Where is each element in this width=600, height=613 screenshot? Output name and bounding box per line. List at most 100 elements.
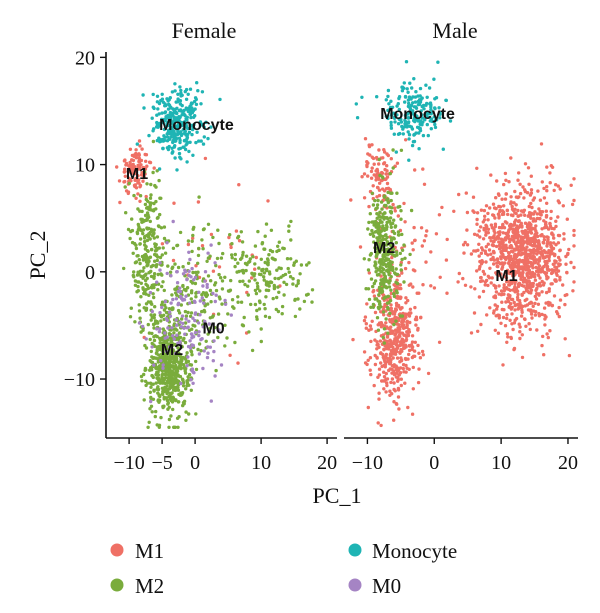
data-point — [277, 290, 281, 294]
data-point — [132, 270, 136, 274]
data-point — [152, 389, 156, 393]
data-point — [159, 303, 164, 307]
data-point — [214, 293, 218, 297]
data-point — [262, 302, 266, 307]
data-point — [504, 231, 508, 236]
data-point — [394, 241, 398, 245]
data-point — [501, 252, 505, 257]
data-point — [153, 321, 157, 326]
data-point — [510, 322, 514, 326]
data-point — [567, 353, 572, 358]
data-point — [484, 233, 488, 237]
data-point — [390, 252, 394, 256]
data-point — [436, 60, 440, 64]
data-point — [517, 298, 522, 303]
data-point — [141, 179, 145, 183]
data-point — [175, 270, 179, 274]
data-point — [510, 297, 515, 302]
data-point — [187, 250, 191, 254]
data-point — [162, 288, 166, 293]
data-point — [262, 271, 267, 275]
data-point — [156, 321, 160, 325]
data-point — [562, 232, 566, 236]
data-point — [388, 105, 393, 110]
data-point — [276, 309, 281, 314]
data-point — [528, 193, 533, 197]
data-point — [521, 185, 525, 189]
data-point — [386, 200, 390, 205]
data-point — [166, 402, 170, 406]
data-point — [142, 170, 147, 174]
data-point — [406, 104, 411, 109]
data-point — [186, 310, 190, 315]
data-point — [250, 348, 255, 353]
data-point — [147, 293, 151, 297]
data-point — [122, 266, 126, 271]
data-point — [191, 233, 195, 238]
data-point — [392, 218, 396, 222]
data-point — [368, 356, 373, 360]
data-point — [400, 257, 404, 262]
data-point — [136, 192, 140, 196]
data-point — [145, 249, 150, 253]
data-point — [170, 90, 175, 94]
data-point — [404, 296, 408, 300]
data-point — [392, 341, 396, 346]
data-point — [526, 166, 531, 170]
data-point — [533, 278, 538, 282]
data-point — [193, 281, 198, 286]
data-point — [407, 348, 412, 353]
data-point — [174, 318, 178, 322]
female-cluster-label-m0: M0 — [202, 321, 224, 338]
data-point — [139, 163, 143, 167]
data-point — [421, 133, 426, 138]
data-point — [145, 238, 150, 243]
data-point — [148, 290, 153, 295]
data-point — [488, 306, 492, 310]
data-point — [407, 133, 412, 137]
data-point — [380, 226, 385, 230]
data-point — [184, 107, 189, 111]
data-point — [499, 250, 503, 254]
data-point — [527, 280, 531, 284]
data-point — [538, 216, 542, 221]
data-point — [528, 286, 532, 290]
data-point — [527, 221, 531, 225]
data-point — [175, 323, 179, 327]
data-point — [542, 281, 546, 285]
data-point — [523, 276, 527, 281]
data-point — [425, 95, 429, 100]
data-point — [159, 415, 163, 420]
data-point — [201, 291, 206, 295]
data-point — [391, 312, 395, 316]
data-point — [486, 211, 490, 216]
data-point — [143, 239, 147, 244]
data-point — [133, 283, 138, 287]
data-point — [379, 290, 384, 295]
data-point — [526, 226, 531, 231]
data-point — [394, 150, 398, 154]
data-point — [536, 266, 541, 270]
data-point — [554, 278, 558, 282]
data-point — [157, 393, 161, 397]
data-point — [516, 265, 520, 269]
data-point — [149, 349, 153, 354]
data-point — [393, 209, 397, 213]
data-point — [214, 288, 219, 293]
data-point — [181, 297, 185, 301]
data-point — [292, 263, 296, 267]
data-point — [183, 270, 188, 274]
data-point — [429, 107, 433, 112]
data-point — [414, 90, 418, 94]
data-point — [516, 270, 520, 275]
data-point — [196, 200, 201, 204]
data-point — [163, 251, 168, 255]
data-point — [531, 304, 535, 308]
data-point — [371, 234, 376, 238]
data-point — [444, 98, 448, 103]
data-point — [513, 189, 517, 194]
data-point — [145, 164, 149, 168]
data-point — [389, 303, 393, 307]
data-point — [543, 323, 547, 327]
data-point — [140, 147, 144, 151]
